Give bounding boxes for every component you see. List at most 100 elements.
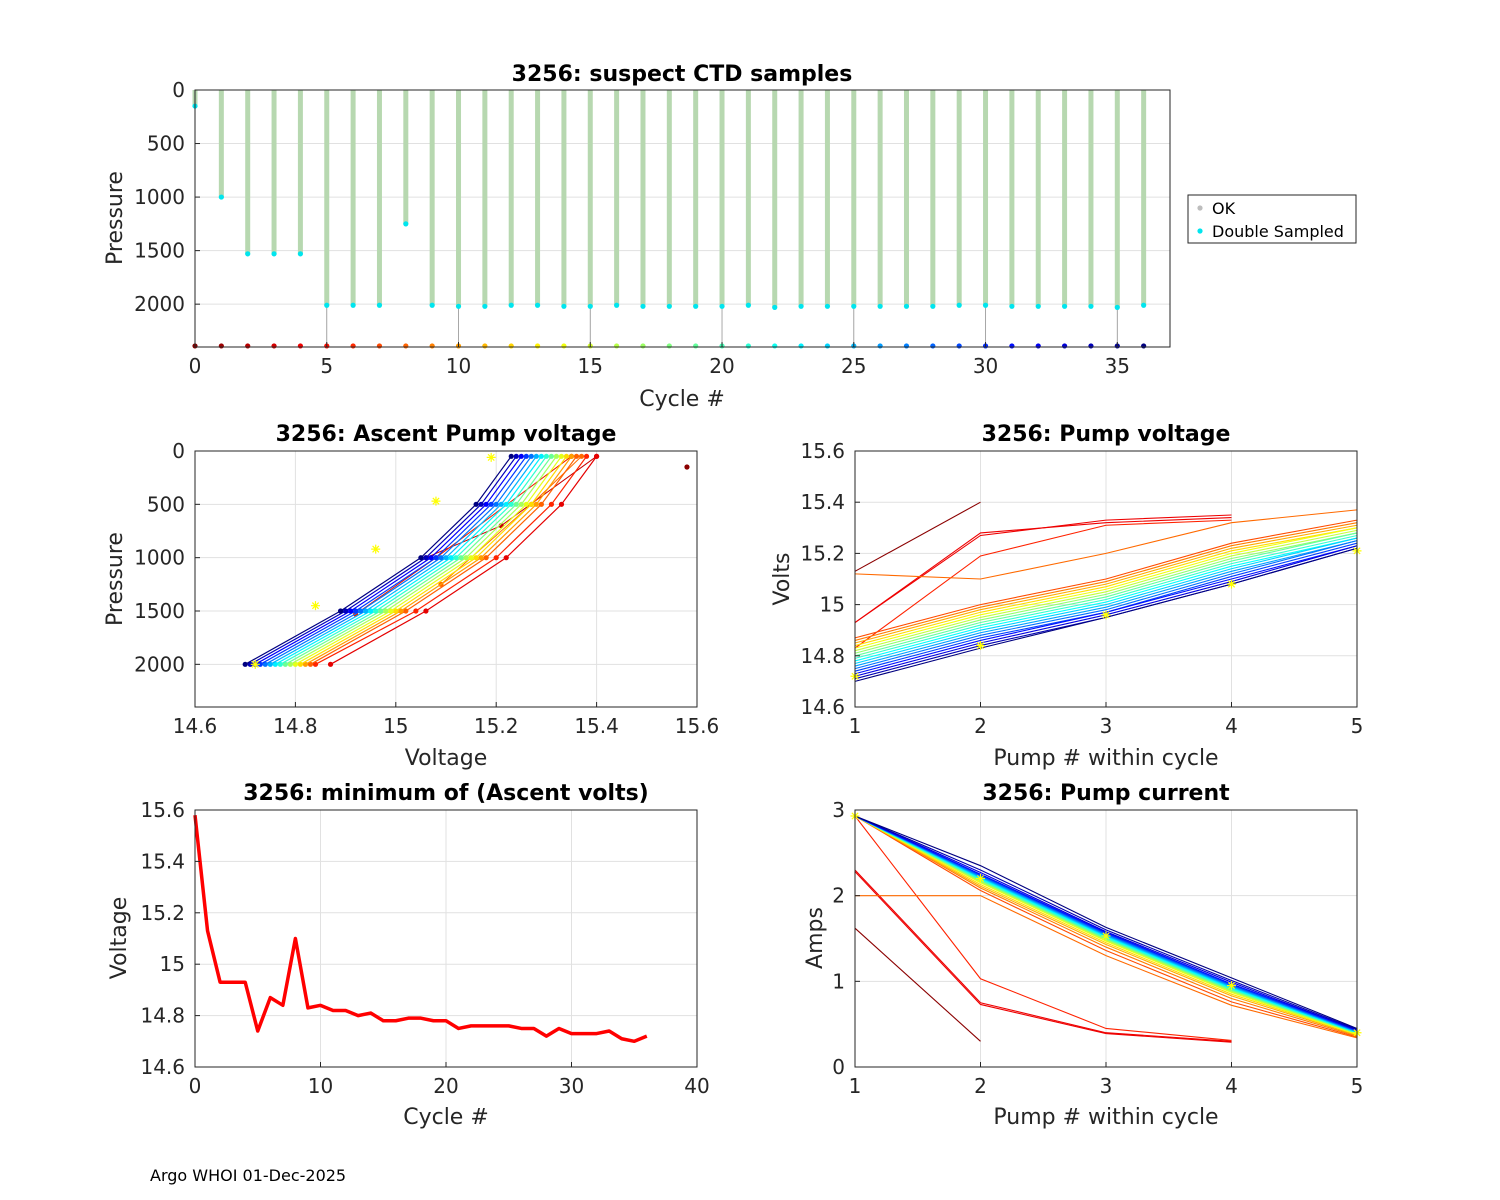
pumpv-series-line <box>854 534 1358 659</box>
ascent-profile-point <box>353 608 359 614</box>
double-sampled-point <box>245 251 251 257</box>
ascent-profile-point <box>498 501 504 507</box>
ascent-profile-point <box>578 453 585 459</box>
pumpv-series-line <box>854 522 1358 641</box>
ascent-profile-point <box>503 501 509 507</box>
ascent-profile-point <box>483 501 489 507</box>
pumpv-xlabel: Pump # within cycle <box>993 746 1218 771</box>
cycle-color-marker <box>403 343 409 349</box>
pumpv-series-line <box>854 532 1358 654</box>
double-sampled-point <box>297 251 304 257</box>
ctd-xtick-label: 5 <box>320 354 333 378</box>
footer-credit: Argo WHOI 01-Dec-2025 <box>150 1166 347 1185</box>
ascent-ytick-label: 2000 <box>134 652 185 676</box>
minv-ytick-label: 15.4 <box>140 849 185 873</box>
ascent-profile-point <box>383 608 389 614</box>
ascent-profile-point <box>478 501 484 507</box>
pumpv-series-line <box>854 519 1232 649</box>
double-sampled-point <box>455 303 462 309</box>
minv-marks <box>193 814 648 1044</box>
ascent-profile-point <box>483 555 489 561</box>
ascent-profile-point <box>473 555 479 561</box>
ascent-profile-point <box>403 608 409 614</box>
ascent-profile-point <box>388 608 394 614</box>
minv-xlabel: Cycle # <box>403 1105 489 1130</box>
double-sampled-point <box>719 303 725 309</box>
ctd-xtick-label: 25 <box>841 354 866 378</box>
min-voltage-line <box>193 814 648 1044</box>
ascent-profile-point <box>518 453 524 459</box>
ascent-profile-point <box>267 661 273 667</box>
ascent-ytick-label: 1000 <box>134 546 185 570</box>
ascent-ytick-label: 1500 <box>134 599 185 623</box>
double-sampled-point <box>587 303 593 309</box>
cycle-color-marker <box>561 343 567 349</box>
pumpc-ytick-label: 1 <box>832 969 845 993</box>
cycle-color-marker <box>482 343 488 349</box>
pumpv-series-line <box>854 540 1358 667</box>
double-sampled-point <box>798 303 804 309</box>
ascent-profile-point <box>433 555 439 561</box>
minv-ytick-label: 15.2 <box>140 901 185 925</box>
ascent-profile-point <box>558 501 565 507</box>
ascent-profile-point <box>423 608 429 614</box>
double-sampled-point <box>376 302 383 308</box>
double-sampled-point <box>956 302 962 308</box>
pumpc-series-line <box>854 815 1358 1038</box>
pumpc-series-line <box>854 815 1358 1036</box>
pumpc-xtick-label: 1 <box>849 1074 862 1098</box>
ascent-profile-point <box>358 608 364 614</box>
double-sampled-point <box>403 221 409 227</box>
ctd-legend: OK Double Sampled <box>1187 194 1357 244</box>
latest-profile-star <box>431 496 441 506</box>
ascent-profile-point <box>508 453 514 459</box>
double-sampled-point <box>666 303 672 309</box>
cycle-color-marker <box>956 343 962 349</box>
pump-voltage-axes: 1 2 3 4 5 14.6 14.8 15 15.2 15.4 15.6 3256: Pump v… <box>770 422 1363 771</box>
ascent-profile-point <box>508 501 514 507</box>
ascent-profile-point <box>458 555 464 561</box>
ctd-ytick-label: 1000 <box>134 185 185 209</box>
ctd-xtick-label: 15 <box>578 354 603 378</box>
ctd-ytick-label: 2000 <box>134 292 185 316</box>
cycle-color-marker <box>693 343 699 349</box>
ascent-profile-point <box>438 555 444 561</box>
pumpv-latest-star <box>976 641 985 651</box>
minv-xtick-label: 0 <box>189 1074 202 1098</box>
ascent-profile-point <box>428 555 434 561</box>
cycle-color-marker <box>1009 343 1015 349</box>
cycle-color-marker <box>534 343 541 349</box>
double-sampled-point <box>508 302 514 308</box>
ascent-profile-point <box>473 501 479 507</box>
pumpv-ticks: 1 2 3 4 5 14.6 14.8 15 15.2 15.4 15.6 <box>800 439 1363 738</box>
minv-xtick-label: 30 <box>559 1074 584 1098</box>
ascent-profile-point <box>563 453 570 459</box>
ascent-profile-point <box>423 555 429 561</box>
cycle-color-marker <box>877 343 883 349</box>
pumpc-ytick-label: 2 <box>832 884 845 908</box>
ascent-profile-point <box>453 555 459 561</box>
ascent-profile-point <box>568 453 575 459</box>
cycle-color-marker <box>824 343 831 349</box>
legend-ok-label: OK <box>1212 199 1236 218</box>
double-sampled-point <box>271 251 277 257</box>
ascent-xtick-label: 15.4 <box>574 714 619 738</box>
pumpc-xtick-label: 2 <box>974 1074 987 1098</box>
ctd-xlabel: Cycle # <box>639 387 725 412</box>
pumpc-latest-star <box>1227 981 1236 991</box>
pumpc-marks <box>850 811 1362 1043</box>
pumpv-series-line <box>854 519 1358 639</box>
ctd-xtick-label: 35 <box>1105 354 1130 378</box>
ascent-profile-point <box>257 661 263 667</box>
ascent-profile-point <box>418 555 424 561</box>
ctd-xtick-label: 0 <box>189 354 202 378</box>
minv-ytick-label: 15.6 <box>140 798 185 822</box>
ascent-profile-point <box>398 608 404 614</box>
ascent-profile-point <box>518 501 524 507</box>
ascent-profile-point <box>548 501 555 507</box>
double-sampled-point <box>693 303 699 309</box>
ctd-marks <box>192 90 1147 349</box>
ctd-xtick-label: 20 <box>709 354 734 378</box>
cycle-color-marker <box>614 343 620 349</box>
ascent-profile-point <box>513 453 519 459</box>
